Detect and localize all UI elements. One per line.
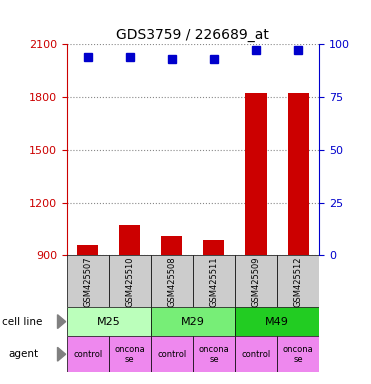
Bar <box>119 225 140 255</box>
Text: GSM425512: GSM425512 <box>293 256 302 306</box>
Bar <box>288 93 309 255</box>
Text: control: control <box>157 350 187 359</box>
FancyBboxPatch shape <box>151 336 193 372</box>
Text: GSM425511: GSM425511 <box>210 256 219 306</box>
Text: GSM425509: GSM425509 <box>252 256 260 306</box>
Title: GDS3759 / 226689_at: GDS3759 / 226689_at <box>116 28 269 42</box>
Bar <box>203 240 224 255</box>
FancyBboxPatch shape <box>67 255 109 307</box>
FancyBboxPatch shape <box>67 336 109 372</box>
Text: agent: agent <box>8 349 38 359</box>
Text: onconа
se: onconа se <box>115 344 145 364</box>
FancyBboxPatch shape <box>235 336 277 372</box>
Text: GSM425508: GSM425508 <box>167 256 176 306</box>
Text: M49: M49 <box>265 316 289 327</box>
FancyBboxPatch shape <box>109 255 151 307</box>
FancyBboxPatch shape <box>193 255 235 307</box>
Polygon shape <box>58 315 66 328</box>
Text: GSM425507: GSM425507 <box>83 256 92 306</box>
Text: M29: M29 <box>181 316 205 327</box>
Bar <box>246 93 266 255</box>
FancyBboxPatch shape <box>109 336 151 372</box>
Polygon shape <box>58 347 66 361</box>
Text: onconа
se: onconа se <box>198 344 229 364</box>
Bar <box>77 245 98 255</box>
Text: onconа
se: onconа se <box>283 344 313 364</box>
FancyBboxPatch shape <box>277 336 319 372</box>
FancyBboxPatch shape <box>193 336 235 372</box>
FancyBboxPatch shape <box>277 255 319 307</box>
FancyBboxPatch shape <box>151 307 235 336</box>
FancyBboxPatch shape <box>67 307 151 336</box>
Text: M25: M25 <box>97 316 121 327</box>
FancyBboxPatch shape <box>151 255 193 307</box>
Text: control: control <box>242 350 270 359</box>
FancyBboxPatch shape <box>235 307 319 336</box>
Text: control: control <box>73 350 102 359</box>
Bar <box>161 236 183 255</box>
Text: cell line: cell line <box>2 316 42 327</box>
FancyBboxPatch shape <box>235 255 277 307</box>
Text: GSM425510: GSM425510 <box>125 256 134 306</box>
